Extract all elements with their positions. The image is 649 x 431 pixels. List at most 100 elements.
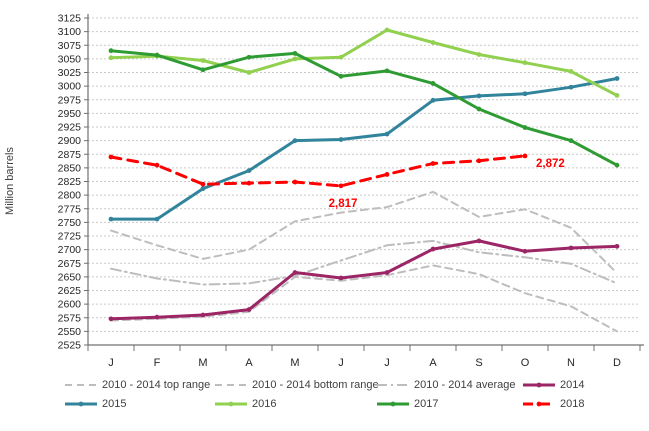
data-point-marker (246, 70, 252, 75)
data-point-marker (200, 186, 206, 191)
y-tick-label: 3125 (58, 13, 82, 25)
data-point-marker (108, 216, 114, 222)
data-point-marker (292, 138, 298, 144)
legend-item-2015: 2015 (64, 398, 214, 410)
legend-row: 2015 2016 2017 2018 (64, 398, 639, 410)
series-line-2018 (109, 154, 527, 188)
x-tick-label: J (384, 357, 390, 369)
y-tick-label: 2525 (58, 340, 82, 352)
y-tick-label: 2900 (58, 135, 82, 147)
data-point-marker (108, 316, 114, 322)
chart-legend: 2010 - 2014 top range 2010 - 2014 bottom … (64, 379, 639, 417)
x-tick-label: S (475, 357, 482, 369)
data-point-marker (614, 162, 620, 168)
data-point-marker (430, 40, 436, 45)
series-line-2017 (109, 49, 619, 167)
legend-label: 2010 - 2014 bottom range (252, 379, 379, 391)
x-tick-label: M (198, 357, 207, 369)
legend-item-2017: 2017 (376, 398, 522, 410)
x-tick-label: A (429, 357, 437, 369)
data-point-marker (568, 245, 574, 251)
y-tick-label: 2800 (58, 190, 82, 202)
data-point-marker (476, 93, 482, 99)
legend-label: 2010 - 2014 top range (102, 379, 211, 391)
y-tick-label: 2550 (58, 326, 82, 338)
x-tick-label: J (338, 357, 344, 369)
data-point-marker (476, 158, 482, 164)
data-point-marker (568, 84, 574, 90)
data-point-marker (522, 153, 528, 159)
y-tick-label: 2625 (58, 285, 82, 297)
series-line-2015 (109, 77, 619, 221)
y-axis-title: Million barrels (4, 147, 16, 215)
y-tick-label: 2650 (58, 271, 82, 283)
data-point-marker (108, 55, 114, 61)
legend-swatch-icon (523, 382, 555, 388)
data-point-marker (476, 106, 482, 112)
data-point-marker (154, 52, 160, 58)
data-point-marker (246, 180, 252, 186)
x-tick-label: J (108, 357, 114, 369)
data-point-marker (338, 183, 344, 189)
y-tick-label: 3075 (58, 40, 82, 52)
data-point-marker (200, 181, 206, 187)
y-tick-label: 3000 (58, 81, 82, 93)
legend-item-2010-2014-top-range: 2010 - 2014 top range (64, 379, 214, 391)
y-tick-label: 2775 (58, 203, 82, 215)
data-point-marker (522, 91, 528, 97)
data-point-marker (568, 138, 574, 144)
data-point-marker (292, 51, 298, 56)
legend-label: 2017 (414, 398, 439, 410)
data-point-marker (338, 137, 344, 142)
x-tick-label: F (154, 357, 161, 369)
y-tick-label: 2825 (58, 176, 82, 188)
legend-swatch-icon (65, 401, 97, 407)
legend-label: 2014 (560, 379, 585, 391)
data-point-marker (614, 76, 620, 81)
data-point-marker (338, 54, 344, 60)
data-point-marker (384, 270, 390, 275)
data-point-marker (292, 270, 298, 275)
legend-label: 2015 (102, 398, 127, 410)
data-point-marker (154, 216, 160, 222)
legend-swatch-icon (65, 384, 97, 386)
y-tick-label: 2675 (58, 258, 82, 270)
legend-row: 2010 - 2014 top range 2010 - 2014 bottom … (64, 379, 639, 391)
x-tick-label: N (567, 357, 575, 369)
y-tick-label: 2925 (58, 122, 82, 134)
legend-label: 2016 (252, 398, 277, 410)
legend-swatch-icon (377, 401, 409, 407)
data-point-marker (476, 52, 482, 57)
data-label: 2,872 (536, 158, 565, 170)
y-tick-label: 3100 (58, 26, 82, 38)
legend-label: 2010 - 2014 average (414, 379, 516, 391)
y-tick-label: 2750 (58, 217, 82, 229)
series-line-2016 (109, 28, 619, 97)
data-point-marker (292, 179, 298, 185)
x-tick-label: A (245, 357, 253, 369)
data-point-marker (246, 307, 252, 312)
series-line-2014 (109, 239, 619, 321)
data-point-marker (522, 125, 528, 130)
data-point-marker (246, 54, 252, 60)
y-tick-label: 3050 (58, 53, 82, 65)
data-point-marker (200, 58, 206, 63)
y-tick-label: 2575 (58, 312, 82, 324)
data-point-marker (154, 314, 160, 320)
data-point-marker (292, 56, 298, 62)
series-line-2010-2014-bottom-range (110, 264, 618, 333)
data-point-marker (614, 92, 620, 98)
data-point-marker (246, 168, 252, 174)
legend-swatch-icon (523, 401, 555, 407)
data-point-marker (522, 248, 528, 254)
y-tick-label: 2600 (58, 299, 82, 311)
legend-item-2014: 2014 (522, 379, 639, 391)
data-point-marker (430, 97, 436, 103)
data-point-marker (200, 312, 206, 318)
y-tick-label: 2725 (58, 231, 82, 243)
data-point-marker (384, 27, 390, 33)
data-point-marker (338, 73, 344, 79)
data-point-marker (614, 243, 620, 249)
data-point-marker (522, 60, 528, 66)
